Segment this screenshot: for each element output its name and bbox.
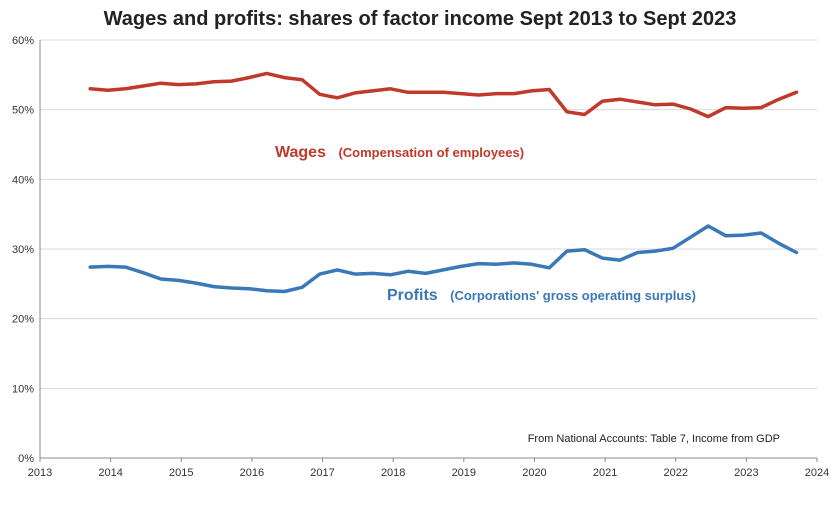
y-tick-label: 10% bbox=[12, 383, 34, 395]
y-tick-label: 0% bbox=[18, 453, 34, 465]
wages-line bbox=[88, 71, 799, 119]
profits-series-label: Profits (Corporations' gross operating s… bbox=[387, 287, 696, 304]
x-tick-label: 2015 bbox=[169, 467, 193, 479]
axes bbox=[39, 40, 818, 462]
x-tick-label: 2020 bbox=[522, 467, 546, 479]
wages-series-label: Wages (Compensation of employees) bbox=[275, 144, 524, 161]
chart-title: Wages and profits: shares of factor inco… bbox=[103, 8, 737, 30]
y-tick-label: 40% bbox=[12, 174, 34, 186]
y-tick-label: 60% bbox=[12, 35, 34, 47]
x-tick-label: 2016 bbox=[240, 467, 264, 479]
x-tick-label: 2021 bbox=[593, 467, 617, 479]
x-tick-label: 2018 bbox=[381, 467, 405, 479]
source-note: From National Accounts: Table 7, Income … bbox=[528, 433, 780, 445]
x-tick-label: 2014 bbox=[98, 467, 122, 479]
wages-label-name: Wages bbox=[275, 144, 326, 161]
y-tick-label: 30% bbox=[12, 244, 34, 256]
wages-label-detail: (Compensation of employees) bbox=[338, 145, 524, 160]
profits-label-detail: (Corporations' gross operating surplus) bbox=[450, 288, 696, 303]
profits-label-name: Profits bbox=[387, 287, 438, 304]
x-tick-label: 2022 bbox=[663, 467, 687, 479]
series-lines bbox=[88, 71, 799, 294]
y-tick-label: 50% bbox=[12, 105, 34, 117]
x-tick-label: 2013 bbox=[28, 467, 52, 479]
y-tick-labels: 0% 10% 20% 30% 40% 50% 60% bbox=[12, 35, 34, 465]
x-tick-label: 2024 bbox=[805, 467, 829, 479]
x-tick-labels: 2013 2014 2015 2016 2017 2018 2019 2020 2021 2022… bbox=[28, 467, 829, 479]
x-tick-label: 2019 bbox=[452, 467, 476, 479]
x-tick-label: 2023 bbox=[734, 467, 758, 479]
x-tick-label: 2017 bbox=[310, 467, 334, 479]
y-tick-label: 20% bbox=[12, 314, 34, 326]
profits-line bbox=[88, 224, 799, 294]
